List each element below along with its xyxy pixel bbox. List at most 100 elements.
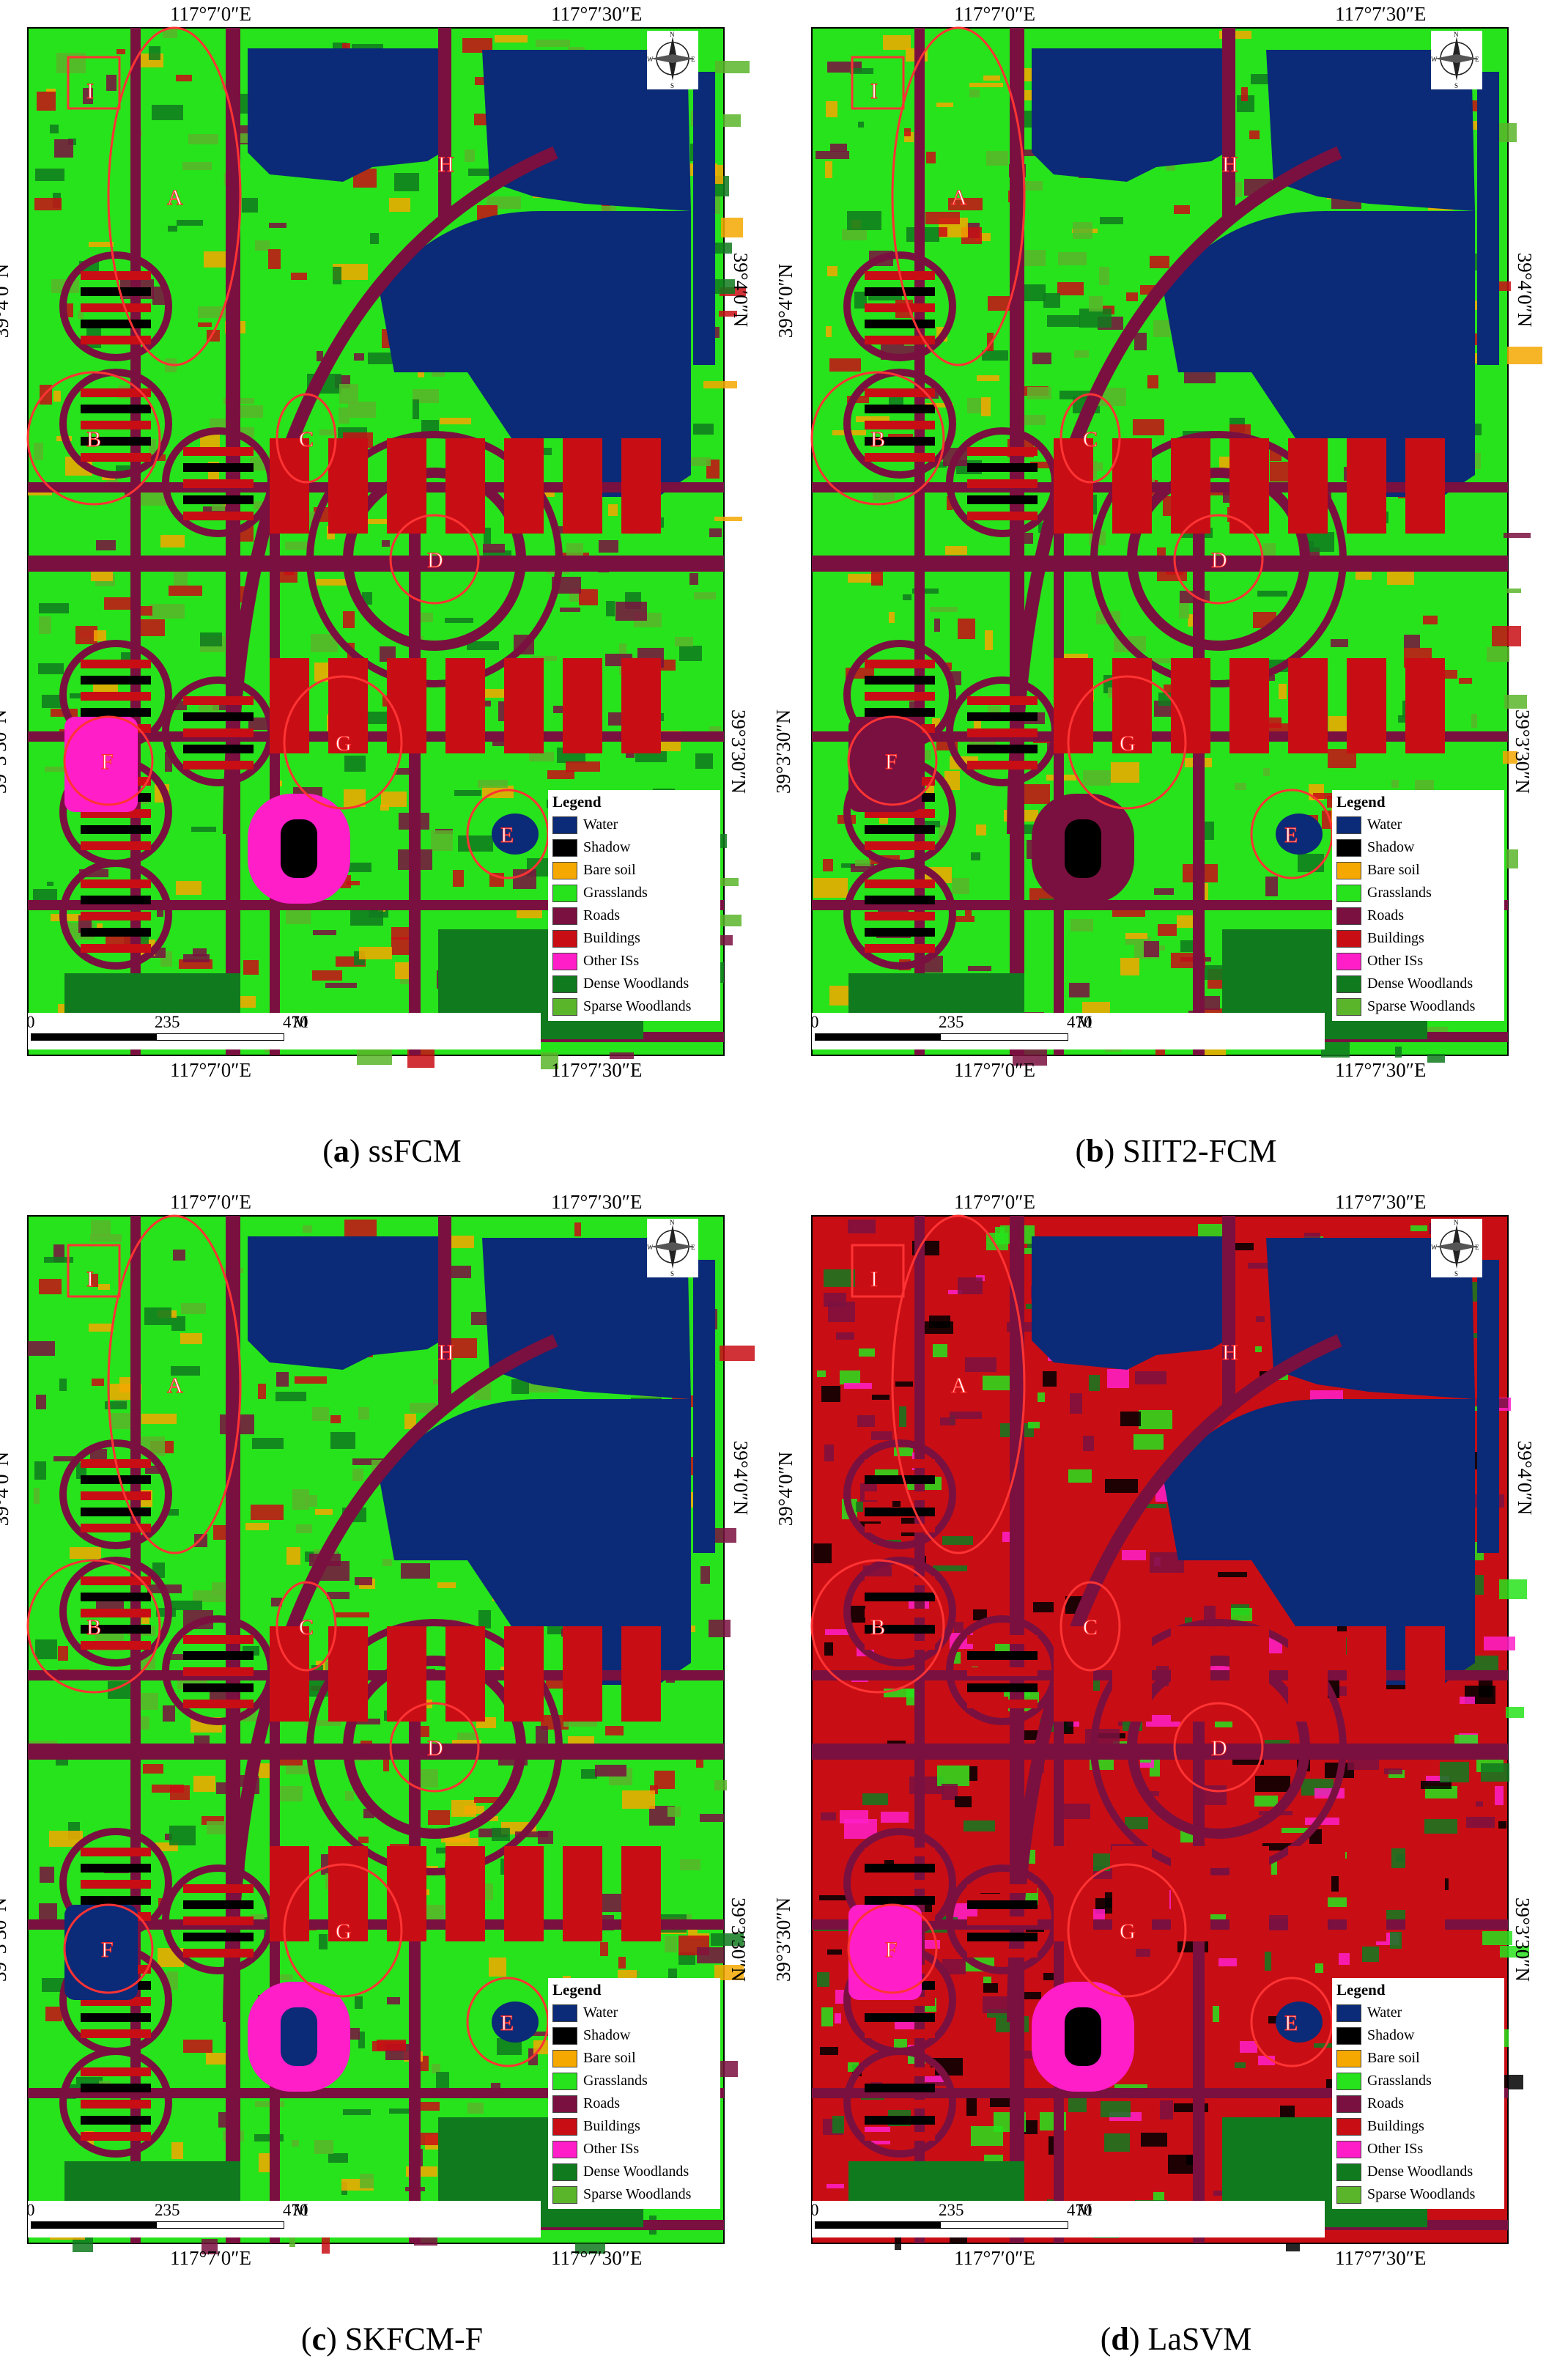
texture-patch bbox=[478, 780, 508, 788]
pond bbox=[492, 2001, 539, 2043]
zone-label-f: F bbox=[101, 1938, 114, 1962]
building-row bbox=[967, 1667, 1038, 1676]
texture-patch bbox=[46, 89, 56, 93]
legend-swatch bbox=[1336, 2049, 1361, 2067]
building-row bbox=[81, 388, 151, 397]
texture-patch bbox=[200, 632, 222, 646]
legend-item-label: Water bbox=[1367, 2004, 1402, 2021]
texture-patch bbox=[1258, 2056, 1275, 2065]
texture-patch bbox=[884, 1689, 917, 1697]
legend-item: Dense Woodlands bbox=[552, 2161, 716, 2183]
zone-circle-b bbox=[810, 371, 945, 506]
building bbox=[387, 658, 426, 753]
building-row bbox=[183, 1667, 254, 1676]
legend-item-label: Grasslands bbox=[583, 2073, 648, 2089]
texture-patch bbox=[1426, 1776, 1449, 1783]
coord-right-lower: 39°3′30″N bbox=[727, 1897, 750, 1982]
texture-patch bbox=[947, 496, 953, 510]
legend-item: Roads bbox=[1336, 2092, 1500, 2115]
texture-patch bbox=[709, 1620, 731, 1637]
texture-patch bbox=[723, 114, 741, 127]
texture-patch bbox=[1122, 1550, 1146, 1560]
texture-patch bbox=[1440, 1762, 1469, 1782]
texture-patch bbox=[1038, 1392, 1045, 1402]
coord-left-upper: 39°4′0″N bbox=[774, 263, 797, 339]
texture-patch bbox=[317, 351, 323, 361]
north-arrow-compass-icon: N W E S bbox=[1431, 1219, 1482, 1277]
zone-circle-g bbox=[1067, 675, 1187, 810]
building-row bbox=[865, 1593, 935, 1601]
canal-east bbox=[693, 72, 715, 365]
building-row bbox=[865, 1609, 935, 1617]
texture-patch bbox=[92, 1379, 104, 1386]
texture-patch bbox=[169, 1826, 196, 1845]
texture-patch bbox=[650, 1785, 658, 1794]
coord-bottom-left: 117°7′0″E bbox=[170, 2247, 251, 2269]
texture-patch bbox=[193, 1776, 215, 1792]
scale-tick-label: 0 bbox=[810, 2201, 819, 2219]
building-row bbox=[865, 1880, 935, 1889]
legend-item-label: Sparse Woodlands bbox=[583, 2186, 692, 2202]
texture-patch bbox=[94, 630, 106, 641]
building-row bbox=[865, 825, 935, 834]
texture-patch bbox=[292, 2140, 299, 2147]
coord-right-upper: 39°4′0″N bbox=[1514, 252, 1536, 328]
building-row bbox=[865, 405, 935, 413]
texture-patch bbox=[167, 1509, 179, 1516]
scale-tick-label: 0 bbox=[26, 1013, 35, 1031]
texture-patch bbox=[49, 1831, 83, 1847]
texture-patch bbox=[216, 1782, 227, 1794]
map-legend: Legend Water Shadow Bare soil Grasslands Road… bbox=[1332, 1978, 1504, 2209]
texture-patch bbox=[1235, 182, 1242, 197]
texture-patch bbox=[871, 1431, 892, 1440]
legend-swatch bbox=[1336, 838, 1361, 857]
texture-patch bbox=[152, 1785, 184, 1793]
building-row bbox=[865, 1625, 935, 1634]
lake-central bbox=[1164, 211, 1475, 497]
texture-patch bbox=[1198, 1008, 1232, 1014]
building bbox=[270, 658, 309, 753]
building bbox=[621, 658, 661, 753]
coord-right-upper: 39°4′0″N bbox=[730, 1440, 752, 1516]
building-row bbox=[865, 944, 935, 953]
legend-item: Other ISs bbox=[552, 2138, 716, 2161]
texture-patch bbox=[1023, 1248, 1032, 1254]
texture-patch bbox=[719, 935, 733, 945]
texture-patch bbox=[1424, 1819, 1457, 1834]
texture-patch bbox=[942, 1784, 958, 1800]
legend-item: Water bbox=[1336, 813, 1500, 836]
texture-patch bbox=[1043, 1371, 1057, 1387]
texture-patch bbox=[212, 702, 228, 710]
pond bbox=[492, 813, 539, 855]
scale-tick-label: 235 bbox=[939, 2201, 964, 2219]
texture-patch bbox=[1100, 217, 1123, 224]
texture-patch bbox=[343, 2109, 371, 2115]
zone-label-g: G bbox=[1120, 731, 1136, 756]
zone-circle-b bbox=[26, 371, 161, 506]
roundabout-ring-outer bbox=[306, 431, 563, 687]
building bbox=[1171, 1626, 1210, 1722]
texture-patch bbox=[440, 418, 471, 424]
texture-patch bbox=[1014, 2051, 1035, 2059]
building bbox=[1347, 1626, 1386, 1722]
texture-patch bbox=[1158, 924, 1177, 936]
texture-patch bbox=[1251, 74, 1268, 84]
texture-patch bbox=[965, 1357, 996, 1372]
texture-patch bbox=[1257, 591, 1287, 597]
legend-item: Shadow bbox=[552, 2024, 716, 2047]
lake-central bbox=[1164, 1399, 1475, 1685]
building-row bbox=[81, 825, 151, 834]
texture-patch bbox=[1058, 252, 1087, 265]
building-row bbox=[81, 660, 151, 668]
legend-item: Water bbox=[552, 813, 716, 836]
legend-swatch bbox=[1336, 884, 1361, 902]
texture-patch bbox=[428, 1810, 450, 1825]
texture-patch bbox=[1126, 292, 1138, 301]
roundabout-ring bbox=[1127, 468, 1310, 651]
texture-patch bbox=[605, 1726, 624, 1735]
legend-item-label: Bare soil bbox=[1367, 2050, 1420, 2066]
map-legend: Legend Water Shadow Bare soil Grasslands Road… bbox=[548, 790, 720, 1021]
texture-patch bbox=[1179, 600, 1189, 619]
road bbox=[1054, 468, 1064, 1055]
building bbox=[387, 1846, 426, 1941]
